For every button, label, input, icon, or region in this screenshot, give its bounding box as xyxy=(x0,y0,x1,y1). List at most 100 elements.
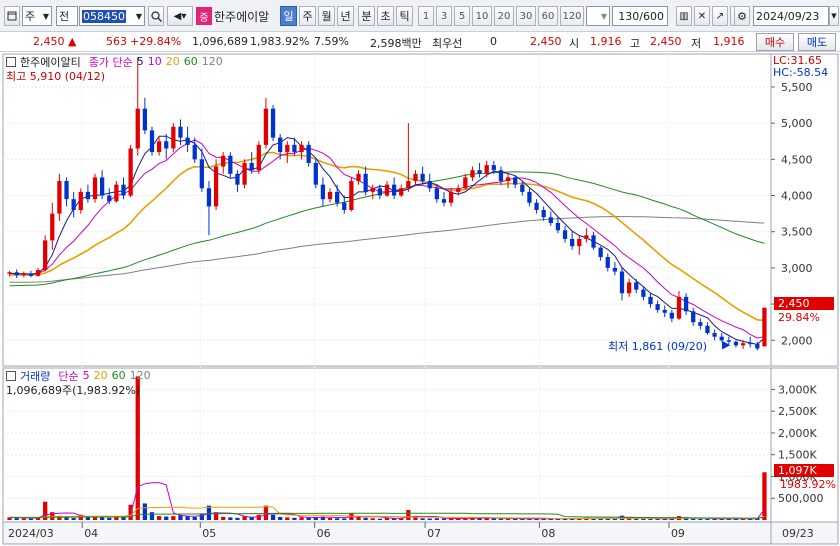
x-axis-label: 08 xyxy=(541,527,555,540)
candle-body xyxy=(584,235,589,239)
period-day-tab[interactable]: 일 xyxy=(280,6,297,26)
vol-ma60-label: 60 xyxy=(111,369,126,382)
candle-body xyxy=(242,162,247,185)
interval-button[interactable]: 20 xyxy=(494,6,514,26)
candle-body xyxy=(562,230,568,239)
candle-body xyxy=(235,173,240,185)
candle-body xyxy=(669,312,674,319)
vol-ma60-line xyxy=(9,512,765,519)
candle-body xyxy=(121,184,126,196)
period-second-tab[interactable]: 초 xyxy=(377,6,394,26)
period-week-tab[interactable]: 주 xyxy=(299,6,316,26)
candle-body xyxy=(164,141,169,149)
ma60-label: 60 xyxy=(183,55,198,68)
vol-ma20-line xyxy=(9,506,765,520)
volume-bar xyxy=(7,517,12,520)
interval-button[interactable]: 3 xyxy=(436,6,452,26)
chart-area[interactable]: 5,5005,0004,5004,0003,5003,0002,5002,000… xyxy=(0,52,840,546)
interval-button[interactable]: 1 xyxy=(418,6,434,26)
window-icon[interactable] xyxy=(4,6,20,26)
candle-body xyxy=(726,340,731,342)
interval-button[interactable]: 5 xyxy=(454,6,470,26)
volume-bar xyxy=(384,518,390,520)
volume-bar xyxy=(391,518,397,520)
interval-button[interactable]: 10 xyxy=(472,6,492,26)
period-minute-tab[interactable]: 분 xyxy=(358,6,375,26)
volume-bar xyxy=(35,517,41,520)
candle-body xyxy=(270,108,276,138)
candle-body xyxy=(64,181,69,200)
candle-body xyxy=(142,108,148,131)
x-axis-label: 05 xyxy=(202,527,216,540)
count-input[interactable]: 130/600 xyxy=(612,6,668,26)
ma20-label: 20 xyxy=(165,55,180,68)
high-value: 2,450 xyxy=(650,35,682,48)
stock-chart[interactable]: 5,5005,0004,5004,0003,5003,0002,5002,000… xyxy=(0,52,840,546)
volume-bar xyxy=(498,518,504,520)
market-select[interactable]: 주 ▼ xyxy=(22,6,52,26)
candle-body xyxy=(441,199,447,203)
volume-bar xyxy=(726,518,731,520)
volume-bar xyxy=(634,518,639,520)
candle-body xyxy=(14,272,19,276)
volume-bar xyxy=(705,518,710,520)
period-tick-tab[interactable]: 틱 xyxy=(396,6,413,26)
stock-badge: 증 xyxy=(196,7,212,25)
candle-body xyxy=(342,202,347,210)
settings-button[interactable]: ⚙ xyxy=(734,6,750,26)
volume-bar xyxy=(164,516,169,520)
volume-bar xyxy=(356,516,361,520)
volume-bar xyxy=(178,515,183,520)
sound-button[interactable]: ◀▾ xyxy=(167,6,193,26)
candle-body xyxy=(413,173,418,182)
interval-button[interactable]: 60 xyxy=(538,6,558,26)
volume-bar xyxy=(456,518,461,520)
high-annotation: 최고 5,910 (04/12) xyxy=(6,70,106,83)
panel-menu-icon[interactable] xyxy=(6,370,16,381)
candle-body xyxy=(634,282,639,290)
best-label: 최우선 xyxy=(432,37,463,50)
search-button[interactable] xyxy=(148,6,164,26)
volume-bar xyxy=(534,518,539,520)
period-month-tab[interactable]: 월 xyxy=(318,6,335,26)
x-axis-label: 06 xyxy=(317,527,331,540)
volume-bar xyxy=(278,516,283,520)
low-label: 저 xyxy=(691,37,702,50)
volume-bar xyxy=(463,517,468,520)
chevron-down-icon: ▼ xyxy=(135,11,142,21)
market2-select[interactable]: 전 xyxy=(56,6,78,26)
volume-bar xyxy=(100,516,105,520)
volume-bar xyxy=(64,517,69,520)
volume-bar xyxy=(199,513,204,520)
sell-button[interactable]: 매도 xyxy=(798,33,836,51)
market-select-label: 주 xyxy=(25,10,36,23)
date-input[interactable]: 2024/09/23 xyxy=(753,6,829,26)
period-year-tab[interactable]: 년 xyxy=(337,6,354,26)
panel-menu-icon[interactable] xyxy=(6,56,16,67)
interval-select[interactable]: ▼ xyxy=(586,6,610,26)
interval-button[interactable]: 120 xyxy=(560,6,584,26)
chart-tool-button[interactable]: ▥ xyxy=(676,6,692,26)
last-volume-pct-tag: 1983.92% xyxy=(780,478,836,491)
code-input[interactable]: 058450 ▼ xyxy=(79,6,145,26)
candle-body xyxy=(391,184,397,196)
calendar-button[interactable]: ▼ xyxy=(829,6,839,26)
volume-bar xyxy=(28,518,34,520)
buy-button[interactable]: 매수 xyxy=(756,33,794,51)
volume-bar xyxy=(762,472,767,520)
volume-bar xyxy=(114,517,119,520)
volume-bar xyxy=(683,518,689,520)
interval-button[interactable]: 30 xyxy=(516,6,536,26)
candle-body xyxy=(456,188,461,192)
candle-body xyxy=(313,162,318,185)
candle-body xyxy=(71,199,76,210)
volume-bar xyxy=(541,518,546,520)
candle-body xyxy=(384,184,390,196)
candle-body xyxy=(662,309,667,313)
volume-bar xyxy=(342,518,347,520)
chart-tool-button[interactable]: ✕ xyxy=(694,6,710,26)
turnover-ratio: 7.59% xyxy=(314,35,349,48)
chart-tool-button[interactable]: ↗ xyxy=(712,6,728,26)
candle-body xyxy=(691,311,696,323)
hc-label: HC:-58.54 xyxy=(773,66,829,79)
